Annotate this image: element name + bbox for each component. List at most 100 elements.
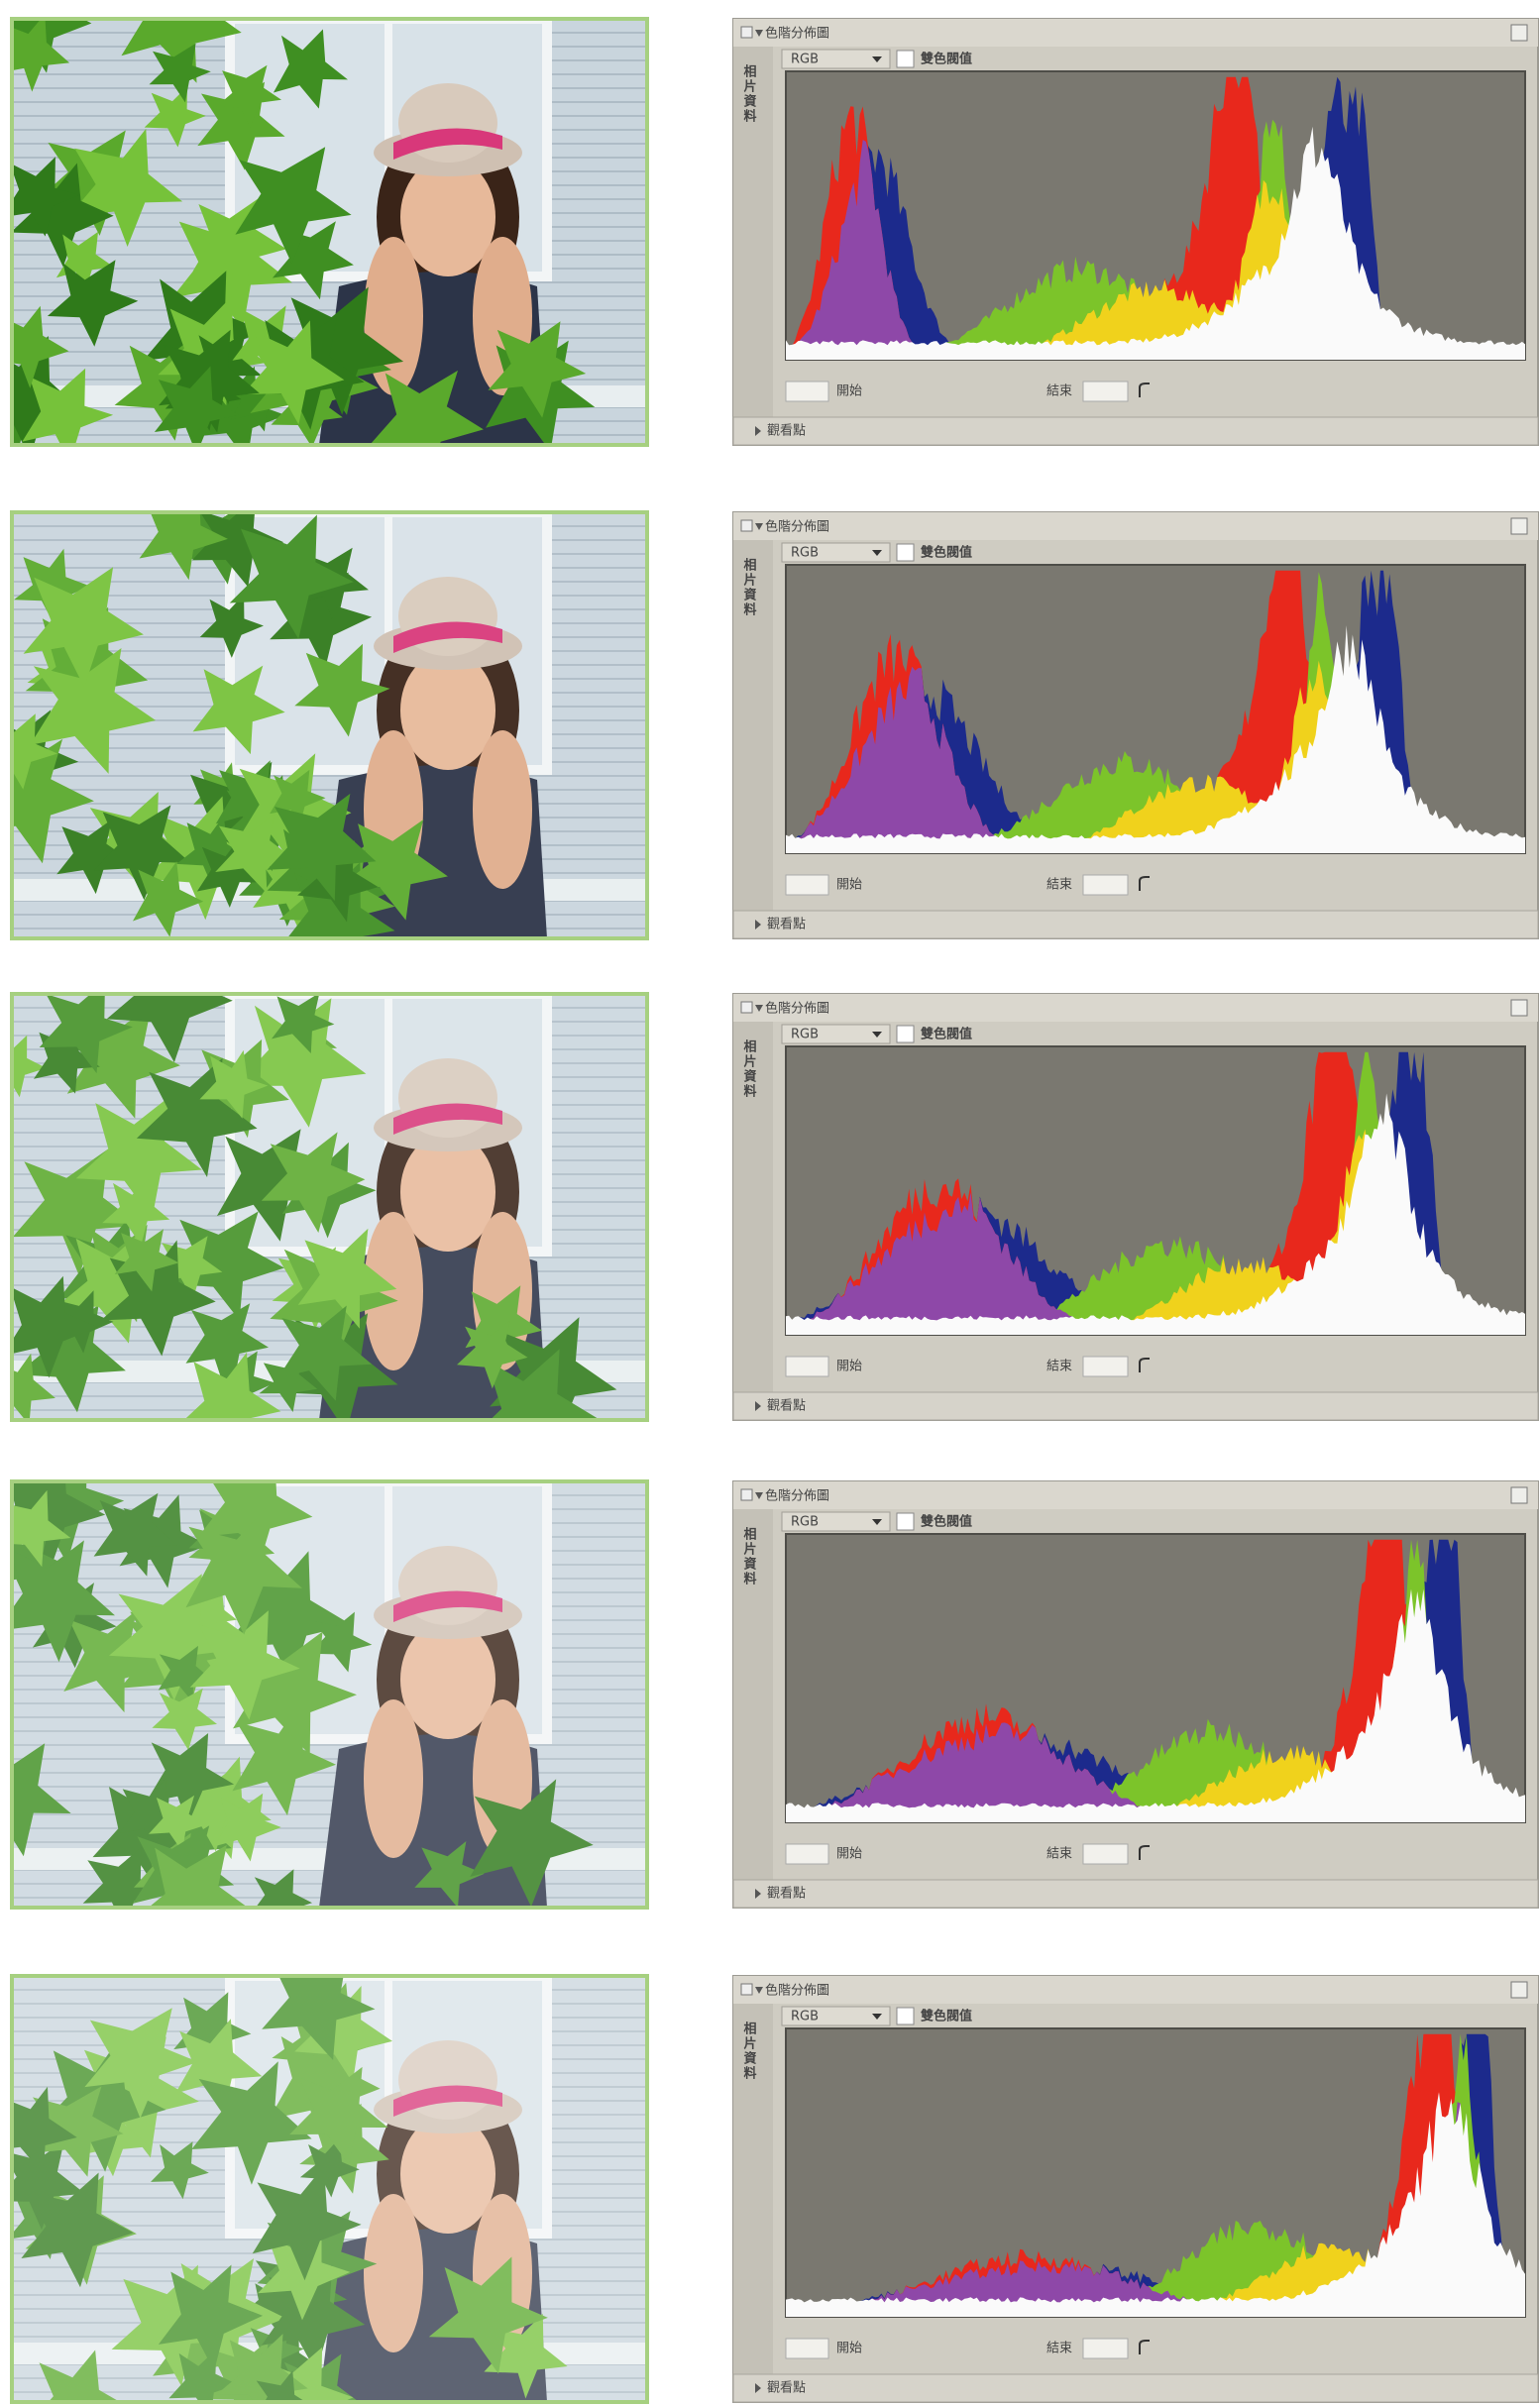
histogram-luminance bbox=[786, 126, 1525, 360]
checkbox[interactable] bbox=[896, 1512, 915, 1531]
leaf bbox=[136, 1057, 258, 1177]
start-field[interactable] bbox=[785, 1843, 829, 1865]
collapse-icon bbox=[740, 26, 753, 39]
leaf bbox=[414, 1841, 485, 1908]
end-field[interactable] bbox=[1082, 381, 1129, 402]
checkbox[interactable] bbox=[896, 2007, 915, 2025]
panel-title[interactable]: 色階分佈圖 bbox=[765, 1488, 829, 1504]
histogram-yellow bbox=[786, 179, 1525, 360]
panel-title[interactable]: 色階分佈圖 bbox=[765, 519, 829, 535]
collapse-icon bbox=[740, 1983, 753, 1996]
panel-menu-icon[interactable] bbox=[1510, 1486, 1528, 1504]
reset-icon[interactable] bbox=[1139, 383, 1150, 397]
title-arrow bbox=[755, 523, 763, 530]
leaf bbox=[234, 998, 367, 1128]
end-label: 結束 bbox=[1046, 1360, 1072, 1374]
channel-dropdown[interactable] bbox=[781, 1024, 891, 1044]
photo bbox=[10, 17, 649, 447]
channel-dropdown[interactable] bbox=[781, 49, 891, 69]
leaf bbox=[106, 994, 233, 1063]
histogram-green bbox=[786, 1539, 1525, 1822]
leaf bbox=[119, 1778, 188, 1852]
histogram-purple bbox=[786, 1672, 1525, 1822]
end-field[interactable] bbox=[1082, 2338, 1129, 2359]
photo-content bbox=[12, 512, 647, 938]
footer-label[interactable]: 觀看點 bbox=[767, 423, 806, 439]
panel-title[interactable]: 色階分佈圖 bbox=[765, 26, 829, 42]
dropdown-arrow bbox=[872, 550, 882, 556]
channel-dropdown[interactable] bbox=[781, 2006, 891, 2026]
footer-arrow bbox=[755, 1401, 761, 1411]
leaf bbox=[261, 1132, 366, 1233]
reset-icon[interactable] bbox=[1139, 1358, 1150, 1372]
photo-border bbox=[10, 992, 649, 1422]
histogram-luminance bbox=[786, 1588, 1525, 1822]
arm-right bbox=[473, 730, 532, 889]
checkbox[interactable] bbox=[896, 543, 915, 562]
leaf bbox=[12, 2086, 77, 2175]
channel-dropdown[interactable] bbox=[781, 542, 891, 563]
photo-content bbox=[12, 1481, 647, 1908]
footer-label[interactable]: 觀看點 bbox=[767, 2380, 806, 2396]
panel-title[interactable]: 色階分佈圖 bbox=[765, 1001, 829, 1017]
side-tab-label[interactable]: 相片資料 bbox=[741, 1526, 757, 1586]
panel-menu-icon[interactable] bbox=[1510, 1981, 1528, 1999]
leaf bbox=[151, 2141, 209, 2200]
leaf bbox=[457, 1320, 528, 1389]
leaf bbox=[39, 2350, 121, 2402]
checkbox-label: 雙色閥值 bbox=[921, 1027, 972, 1042]
footer-label[interactable]: 觀看點 bbox=[767, 1886, 806, 1902]
leaf bbox=[149, 1795, 208, 1852]
footer-label[interactable]: 觀看點 bbox=[767, 917, 806, 932]
face bbox=[400, 1133, 495, 1252]
footer-label[interactable]: 觀看點 bbox=[767, 1398, 806, 1414]
leaf bbox=[309, 1611, 373, 1673]
panel-footer bbox=[732, 416, 1539, 446]
exposure-overlay bbox=[12, 1481, 647, 1908]
leaf bbox=[35, 2037, 166, 2172]
start-field[interactable] bbox=[785, 1356, 829, 1377]
panel-menu-icon[interactable] bbox=[1510, 999, 1528, 1017]
panel-menu-icon[interactable] bbox=[1510, 24, 1528, 42]
leaf bbox=[12, 157, 80, 237]
start-field[interactable] bbox=[785, 874, 829, 896]
leaf bbox=[196, 838, 262, 908]
leaf bbox=[488, 321, 587, 418]
reset-icon[interactable] bbox=[1139, 876, 1150, 891]
side-tab-label[interactable]: 相片資料 bbox=[741, 63, 757, 124]
leaf bbox=[277, 1305, 373, 1401]
channel-dropdown-label: RGB bbox=[791, 1515, 819, 1530]
panel-footer bbox=[732, 1391, 1539, 1421]
side-tab-label[interactable]: 相片資料 bbox=[741, 557, 757, 617]
end-field[interactable] bbox=[1082, 1356, 1129, 1377]
leaf bbox=[12, 1540, 115, 1663]
panel-title[interactable]: 色階分佈圖 bbox=[765, 1983, 829, 1999]
leaf bbox=[47, 260, 139, 347]
hat-band bbox=[393, 1103, 502, 1135]
panel-menu-icon[interactable] bbox=[1510, 517, 1528, 535]
histogram-luminance bbox=[786, 625, 1525, 853]
arm-left bbox=[364, 2194, 423, 2352]
end-field[interactable] bbox=[1082, 1843, 1129, 1865]
side-tab-label[interactable]: 相片資料 bbox=[741, 2021, 757, 2081]
footer-arrow bbox=[755, 1889, 761, 1899]
start-field[interactable] bbox=[785, 2338, 829, 2359]
end-field[interactable] bbox=[1082, 874, 1129, 896]
exposure-overlay bbox=[12, 1976, 647, 2402]
leaf bbox=[261, 2264, 366, 2372]
side-tab-label[interactable]: 相片資料 bbox=[741, 1039, 757, 1099]
reset-icon[interactable] bbox=[1139, 2340, 1150, 2354]
side-tab bbox=[733, 1509, 773, 1880]
checkbox-label: 雙色閥值 bbox=[921, 545, 972, 561]
reset-icon[interactable] bbox=[1139, 1845, 1150, 1860]
leaf bbox=[145, 1733, 235, 1825]
checkbox[interactable] bbox=[896, 1025, 915, 1043]
channel-dropdown[interactable] bbox=[781, 1511, 891, 1532]
leaf bbox=[259, 1356, 318, 1412]
checkbox[interactable] bbox=[896, 50, 915, 68]
start-field[interactable] bbox=[785, 381, 829, 402]
leaf bbox=[12, 1275, 98, 1378]
hat-band bbox=[393, 2085, 502, 2117]
